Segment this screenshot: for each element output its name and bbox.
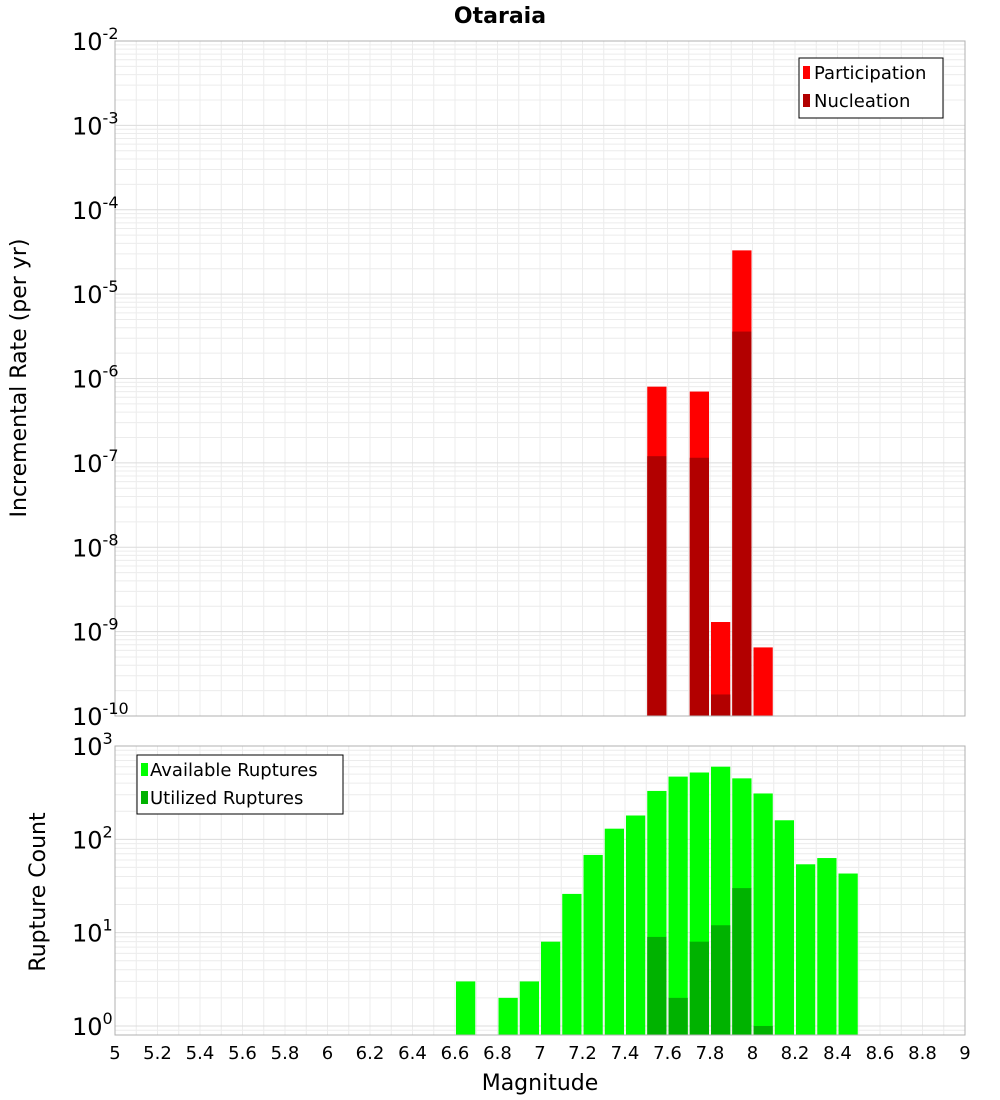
top-y-axis-label: Incremental Rate (per yr): [7, 239, 32, 518]
x-tick-label-7-8: 7.8: [696, 1043, 725, 1064]
top-y-tick-label: 10-8: [72, 530, 119, 562]
bar-available-ruptures-6.95: [519, 981, 539, 1035]
bar-nucleation-7.85: [711, 694, 731, 716]
x-axis-label: Magnitude: [482, 1071, 599, 1096]
bottom-y-tick-label: 101: [72, 916, 113, 948]
legend-swatch-participation: [803, 66, 810, 79]
x-tick-label-8-2: 8.2: [781, 1043, 810, 1064]
x-tick-label-6: 6: [322, 1043, 333, 1064]
bar-nucleation-7.95: [732, 331, 752, 716]
top-y-tick-label: 10-4: [72, 193, 119, 225]
bar-available-ruptures-8.45: [838, 873, 858, 1035]
bar-available-ruptures-8.05: [753, 793, 773, 1035]
legend-label-participation: Participation: [814, 63, 926, 84]
x-tick-label-7-2: 7.2: [568, 1043, 597, 1064]
x-tick-label-5-8: 5.8: [271, 1043, 300, 1064]
bottom-y-tick-label: 103: [72, 729, 113, 761]
x-tick-label-7: 7: [534, 1043, 545, 1064]
top-legend-box: [798, 57, 944, 119]
bar-available-ruptures-7.15: [562, 893, 582, 1035]
x-tick-label-6-6: 6.6: [441, 1043, 470, 1064]
x-tick-label-8-8: 8.8: [908, 1043, 937, 1064]
x-tick-label-5-2: 5.2: [143, 1043, 172, 1064]
bar-utilized-ruptures-7.95: [732, 888, 752, 1035]
bottom-y-tick-label: 100: [72, 1009, 113, 1041]
bottom-y-tick-label: 102: [72, 822, 113, 854]
legend-label-nucleation: Nucleation: [814, 91, 910, 112]
top-bars: [647, 250, 773, 717]
x-tick-label-5-6: 5.6: [228, 1043, 257, 1064]
legend-swatch-available-ruptures: [141, 763, 148, 776]
bar-available-ruptures-6.65: [456, 981, 476, 1035]
bottom-legend-box: [136, 754, 344, 815]
x-tick-label-5: 5: [109, 1043, 120, 1064]
top-y-tick-label: 10-2: [72, 24, 119, 56]
bottom-y-tick-labels: 103 102 101 100: [72, 729, 113, 1041]
top-y-tick-label: 10-3: [72, 108, 119, 140]
top-y-tick-labels: 10-2 10-3 10-4 10-5 10-6 10-7 10-8 10-9 10-10: [72, 24, 129, 731]
x-tick-label-8-4: 8.4: [823, 1043, 852, 1064]
top-legend: Participation Nucleation: [798, 57, 944, 119]
top-y-tick-label: 10-7: [72, 446, 119, 478]
bar-utilized-ruptures-7.65: [668, 997, 688, 1035]
x-tick-label-8-6: 8.6: [866, 1043, 895, 1064]
bar-participation-7.85: [711, 622, 731, 716]
top-y-tick-label: 10-5: [72, 277, 119, 309]
x-tick-label-7-4: 7.4: [611, 1043, 640, 1064]
bottom-y-axis-label: Rupture Count: [26, 812, 51, 972]
chart-title: Otaraia: [454, 4, 546, 29]
x-tick-label-6-8: 6.8: [483, 1043, 512, 1064]
x-tick-label-9: 9: [959, 1043, 970, 1064]
top-plot-frame: [114, 40, 966, 717]
bottom-bars: [456, 766, 858, 1035]
bar-utilized-ruptures-7.75: [689, 941, 709, 1035]
x-tick-label-7-6: 7.6: [653, 1043, 682, 1064]
top-y-tick-label: 10-6: [72, 362, 119, 394]
x-tick-labels: 5 5.2 5.4 5.6 5.8 6 6.2 6.4 6.6 6.8 7 7.2 7.4 7.6 7.8 8…: [109, 1043, 970, 1064]
bottom-panel: 103 102 101 100 5 5.2 5.4 5.6 5.8 6 6.2 6.4 6.6 6.8 7…: [26, 729, 971, 1096]
legend-label-available-ruptures: Available Ruptures: [150, 760, 318, 781]
bar-available-ruptures-8.35: [817, 858, 837, 1035]
bar-available-ruptures-8.25: [796, 864, 816, 1035]
bar-available-ruptures-7.65: [668, 776, 688, 1035]
bar-available-ruptures-8.15: [774, 820, 794, 1035]
bar-nucleation-7.75: [689, 457, 709, 716]
top-grid: [115, 41, 965, 716]
x-tick-label-6-2: 6.2: [356, 1043, 385, 1064]
legend-swatch-utilized-ruptures: [141, 791, 148, 804]
legend-label-utilized-ruptures: Utilized Ruptures: [150, 788, 303, 809]
bar-available-ruptures-7.25: [583, 854, 603, 1035]
top-y-tick-label: 10-9: [72, 615, 119, 647]
bottom-legend: Available Ruptures Utilized Ruptures: [136, 754, 344, 815]
x-tick-label-8: 8: [747, 1043, 758, 1064]
bar-nucleation-7.55: [647, 456, 667, 716]
top-panel: 10-2 10-3 10-4 10-5 10-6 10-7 10-8 10-9 10-10 In…: [7, 24, 966, 731]
bar-utilized-ruptures-7.55: [647, 936, 667, 1035]
top-y-tick-label: 10-10: [72, 699, 129, 731]
x-tick-label-6-4: 6.4: [398, 1043, 427, 1064]
bottom-plot-frame: [114, 745, 966, 1036]
bar-available-ruptures-7.45: [626, 815, 646, 1035]
bar-participation-8.05: [753, 647, 773, 716]
x-tick-label-5-4: 5.4: [186, 1043, 215, 1064]
bar-utilized-ruptures-7.85: [711, 925, 731, 1035]
legend-swatch-nucleation: [803, 94, 810, 107]
bar-utilized-ruptures-8.05: [753, 1025, 773, 1035]
bar-available-ruptures-6.85: [498, 997, 518, 1035]
bar-available-ruptures-7.05: [541, 941, 561, 1035]
bar-available-ruptures-7.35: [604, 828, 624, 1035]
